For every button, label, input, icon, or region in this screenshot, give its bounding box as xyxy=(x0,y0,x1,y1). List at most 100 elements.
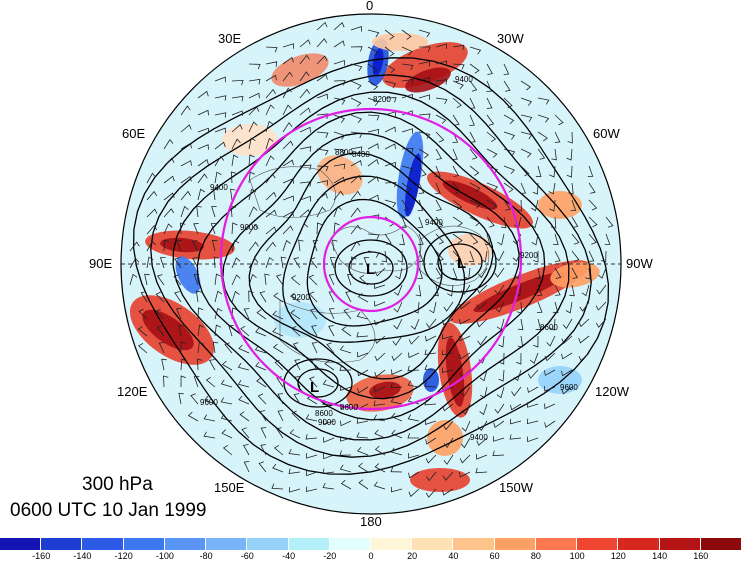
wind-barb-188 xyxy=(367,176,379,184)
contour-label-12: 9000 xyxy=(240,223,258,232)
wind-barb-97 xyxy=(520,114,533,122)
wind-barb-552 xyxy=(510,403,522,411)
wind-barb-438 xyxy=(311,325,318,337)
wind-barb-225 xyxy=(530,199,539,212)
wind-barb-270 xyxy=(367,233,380,240)
wind-barb-480 xyxy=(561,352,573,360)
map-border xyxy=(120,13,622,515)
wind-barb-501 xyxy=(479,369,488,382)
longitude-label-120w: 120W xyxy=(595,384,629,399)
wind-barb-200 xyxy=(568,182,574,195)
anomaly-patch-19 xyxy=(175,256,201,294)
height-contour-8 xyxy=(306,198,443,327)
wind-barb-273 xyxy=(418,233,424,245)
wind-barb-615 xyxy=(258,461,267,473)
wind-barb-551 xyxy=(494,403,505,414)
wind-barb-616 xyxy=(272,463,284,473)
wind-barb-1 xyxy=(316,21,328,31)
wind-barb-120 xyxy=(520,131,533,140)
wind-barb-599 xyxy=(260,444,267,456)
wind-barb-258 xyxy=(163,223,173,235)
wind-barb-313 xyxy=(600,250,607,263)
wind-barb-162 xyxy=(384,161,396,168)
wind-barb-621 xyxy=(358,462,369,473)
wind-barb-154 xyxy=(248,154,255,167)
wind-barb-268 xyxy=(333,222,340,235)
wind-barb-136 xyxy=(367,143,379,150)
wind-barb-532 xyxy=(178,392,184,405)
wind-barb-521 xyxy=(390,382,403,389)
wind-barb-434 xyxy=(240,325,250,337)
wind-barb-29 xyxy=(384,63,396,73)
wind-barb-92 xyxy=(435,114,447,124)
wind-barb-275 xyxy=(452,233,463,244)
wind-barb-85 xyxy=(316,113,329,119)
wind-barb-526 xyxy=(480,386,488,399)
wind-barb-489 xyxy=(274,359,284,371)
wind-barb-412 xyxy=(343,308,352,320)
wind-barb-35 xyxy=(486,63,493,75)
wind-barb-217 xyxy=(401,199,410,211)
wind-barb-239 xyxy=(316,206,326,218)
valid-time-caption: 0600 UTC 10 Jan 1999 xyxy=(10,500,207,521)
contour-label-10: 9200 xyxy=(520,251,538,260)
wind-barb-399 xyxy=(595,301,607,311)
wind-barb-78 xyxy=(197,109,209,116)
wind-barb-173 xyxy=(566,165,573,178)
wind-barb-471 xyxy=(408,352,420,359)
wind-barb-584 xyxy=(323,437,335,443)
colorbar-label: -60 xyxy=(240,551,254,561)
wind-barb-430 xyxy=(178,324,184,337)
wind-barb-235 xyxy=(248,206,258,218)
wind-barb-631 xyxy=(305,486,318,493)
wind-barb-96 xyxy=(503,114,515,124)
wind-barb-228 xyxy=(588,199,598,211)
wind-barb-86 xyxy=(333,114,346,123)
contour-label-13: 9400 xyxy=(210,183,228,192)
wind-barb-83 xyxy=(282,104,292,116)
wind-barb-602 xyxy=(306,453,318,459)
wind-barb-420 xyxy=(476,318,488,328)
wind-barb-460 xyxy=(224,342,233,354)
wind-barb-44 xyxy=(333,80,346,86)
wind-barb-306 xyxy=(480,250,488,263)
wind-barb-565 xyxy=(356,418,369,424)
wind-barb-342 xyxy=(597,267,607,279)
wind-barb-230 xyxy=(163,208,175,218)
contour-label-15: 8600 xyxy=(340,403,358,412)
wind-barb-123 xyxy=(567,131,573,144)
wind-barb-99 xyxy=(554,114,564,126)
wind-barb-46 xyxy=(367,80,379,91)
wind-barb-191 xyxy=(418,182,425,194)
wind-barb-9 xyxy=(282,43,294,49)
wind-barb-591 xyxy=(443,437,454,448)
colorbar-label: -120 xyxy=(114,551,133,561)
wind-barb-583 xyxy=(305,434,318,440)
wind-barb-398 xyxy=(579,301,590,312)
wind-barb-171 xyxy=(535,165,542,178)
wind-barb-440 xyxy=(341,326,352,337)
wind-barb-189 xyxy=(384,181,397,188)
wind-barb-531 xyxy=(561,386,573,395)
wind-barb-465 xyxy=(311,342,318,354)
wind-barb-580 xyxy=(260,427,267,439)
wind-barb-425 xyxy=(562,318,573,330)
colorbar-label: -160 xyxy=(32,551,51,561)
wind-barb-50 xyxy=(435,79,448,85)
contour-label-5: 9200 xyxy=(292,293,310,302)
wind-barb-401 xyxy=(155,308,165,320)
wind-barb-52 xyxy=(469,80,478,92)
wind-barb-93 xyxy=(452,114,460,126)
wind-barb-299 xyxy=(367,250,380,258)
wind-barb-548 xyxy=(442,403,454,412)
wind-barb-587 xyxy=(374,429,386,439)
wind-barb-469 xyxy=(374,352,386,362)
low-pressure-center-3: L xyxy=(310,379,319,396)
wind-barb-81 xyxy=(248,106,260,116)
longitude-label-0: 0 xyxy=(366,0,374,13)
colorbar-swatch-14 xyxy=(535,538,578,550)
contour-label-16: 9600 xyxy=(200,398,218,407)
wind-barb-390 xyxy=(443,301,454,312)
wind-barb-238 xyxy=(299,209,311,218)
wind-barb-576 xyxy=(544,420,556,428)
